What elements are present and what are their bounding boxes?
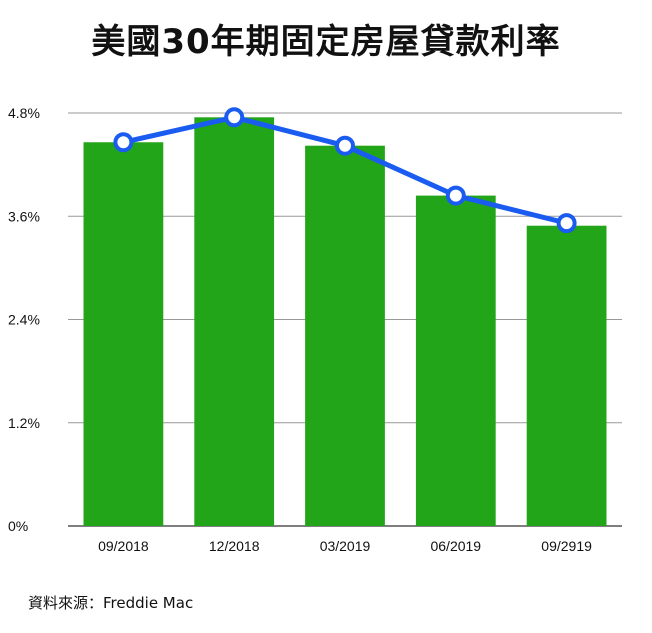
x-tick-label: 09/2018 bbox=[98, 538, 149, 554]
bar bbox=[305, 145, 385, 526]
y-tick-label: 4.8% bbox=[8, 105, 40, 121]
bar bbox=[194, 117, 275, 526]
line-point bbox=[113, 132, 134, 153]
y-tick-label: 3.6% bbox=[8, 208, 40, 224]
bar bbox=[526, 225, 607, 526]
x-tick-label: 03/2019 bbox=[320, 538, 371, 554]
y-tick-label: 1.2% bbox=[8, 415, 40, 431]
line-point bbox=[556, 213, 577, 234]
line-point bbox=[445, 185, 466, 206]
x-tick-label: 12/2018 bbox=[209, 538, 260, 554]
bar bbox=[415, 195, 496, 526]
chart-title: 美國30年期固定房屋貸款利率 bbox=[91, 22, 561, 62]
y-tick-label: 2.4% bbox=[8, 312, 40, 328]
x-tick-label: 09/2919 bbox=[541, 538, 592, 554]
bar bbox=[83, 142, 164, 527]
source-note: 資料來源：Freddie Mac bbox=[28, 594, 194, 612]
line-point bbox=[224, 107, 245, 128]
y-tick-label: 0% bbox=[8, 518, 28, 534]
x-tick-label: 06/2019 bbox=[430, 538, 481, 554]
line-point bbox=[335, 135, 355, 156]
